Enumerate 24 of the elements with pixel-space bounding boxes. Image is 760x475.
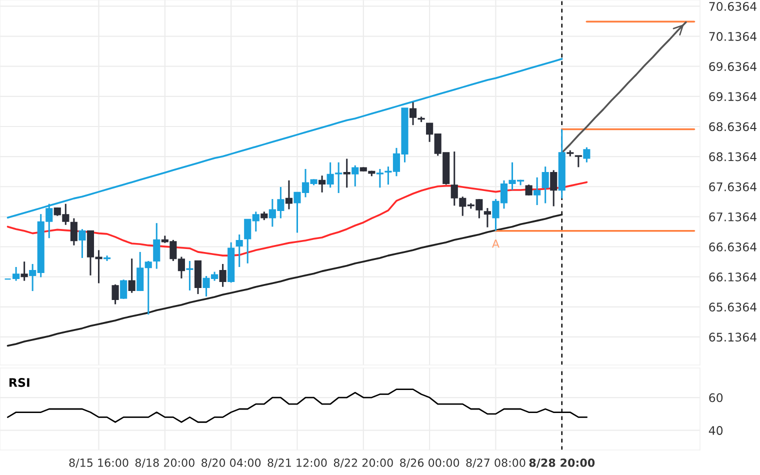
y-tick-label: 40 bbox=[708, 426, 723, 435]
x-tick-label: 8/15 16:00 bbox=[69, 458, 128, 468]
y-tick-label: 70.6364 bbox=[709, 2, 756, 11]
y-tick-label: 67.1364 bbox=[709, 212, 756, 222]
annotation: A bbox=[492, 240, 500, 248]
x-tick-label: 8/26 00:00 bbox=[400, 458, 460, 468]
y-tick-label: 65.1364 bbox=[709, 332, 756, 342]
y-tick-label: 69.6364 bbox=[709, 62, 756, 72]
x-tick-label: 8/20 04:00 bbox=[202, 458, 261, 468]
y-tick-label: 66.6364 bbox=[709, 242, 756, 252]
x-tick-label: 8/28 20:00 bbox=[529, 458, 595, 468]
y-tick-label: 66.1364 bbox=[709, 272, 756, 282]
x-tick-label: 8/21 12:00 bbox=[268, 458, 327, 468]
text: RSI bbox=[9, 378, 30, 387]
x-tick-label: 8/22 20:00 bbox=[334, 458, 393, 468]
y-tick-label: 65.6364 bbox=[709, 302, 756, 312]
y-tick-label: 68.6364 bbox=[709, 122, 756, 132]
y-tick-label: 68.1364 bbox=[709, 152, 756, 162]
y-tick-label: 60 bbox=[709, 393, 723, 402]
y-tick-label: 69.1364 bbox=[709, 92, 756, 102]
y-tick-label: 67.6364 bbox=[709, 182, 756, 192]
x-tick-label: 8/18 20:00 bbox=[135, 458, 194, 468]
x-tick-label: 8/27 08:00 bbox=[466, 458, 526, 468]
y-tick-label: 70.1364 bbox=[709, 32, 756, 41]
